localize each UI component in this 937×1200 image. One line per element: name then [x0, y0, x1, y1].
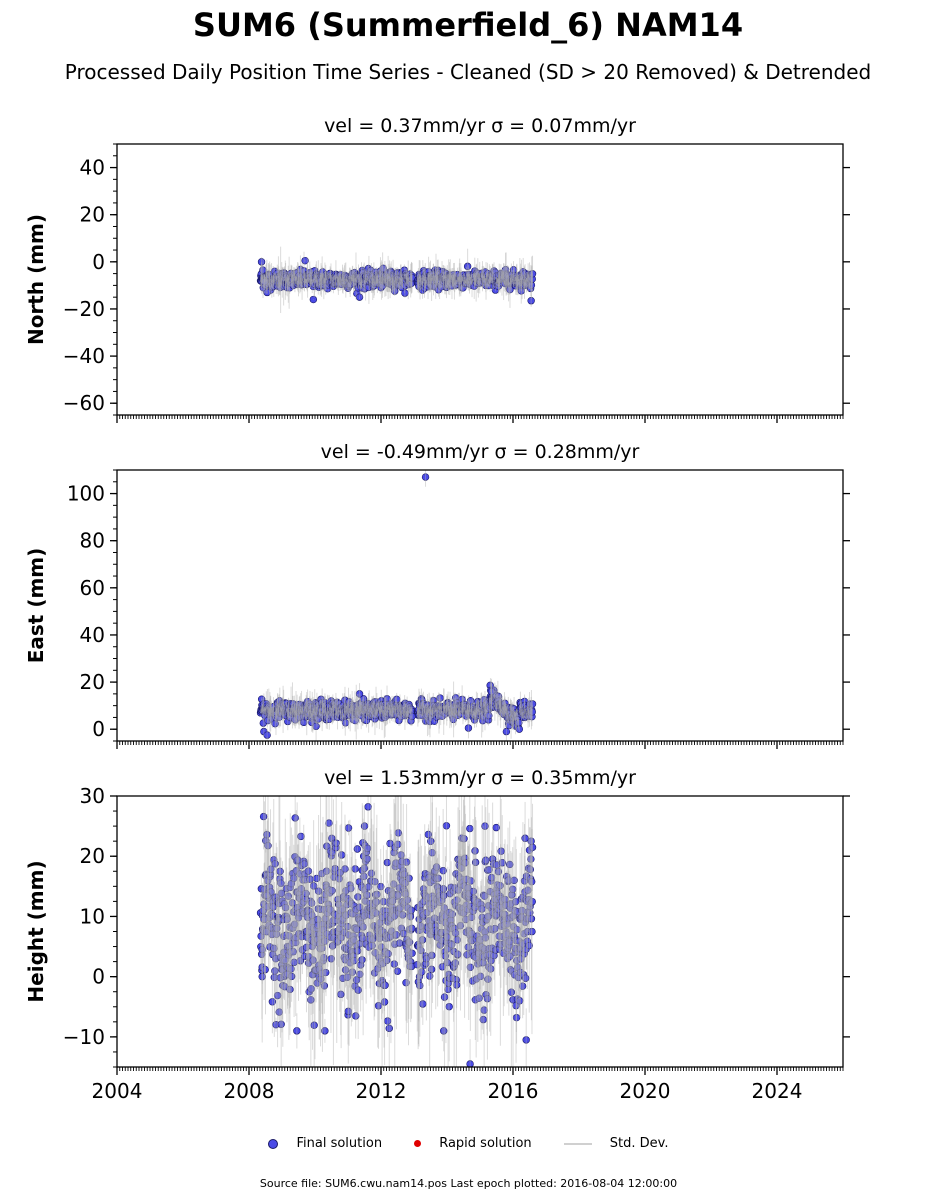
data-series — [256, 256, 537, 305]
panel-2: vel = -0.49mm/yr σ = 0.28mm/yr East (mm) 1… — [24, 441, 850, 749]
panel-3: vel = 1.53mm/yr σ = 0.35mm/yr Height (mm)… — [24, 767, 850, 1103]
y-tick-label: −20 — [63, 297, 105, 321]
panel-title: vel = -0.49mm/yr σ = 0.28mm/yr — [321, 441, 640, 463]
y-axis-label: North (mm) — [24, 214, 48, 345]
y-tick-label: 60 — [80, 576, 105, 600]
data-point — [257, 258, 266, 266]
chart-area: SUM6 (Summerfield_6) NAM14 Processed Dai… — [24, 6, 871, 1103]
y-tick-label: 80 — [80, 529, 105, 553]
data-point — [401, 289, 409, 297]
std-dev-bars — [260, 246, 534, 313]
data-point — [528, 270, 537, 278]
data-series — [256, 473, 537, 739]
data-point — [391, 287, 399, 295]
data-point — [309, 295, 318, 304]
std-dev-bars — [260, 470, 534, 741]
y-tick-label: 100 — [67, 482, 105, 506]
chart-title: SUM6 (Summerfield_6) NAM14 — [193, 6, 743, 44]
y-tick-label: 40 — [80, 156, 105, 180]
y-tick-label: −40 — [63, 344, 105, 368]
data-point — [355, 293, 364, 301]
y-tick-label: 20 — [80, 670, 105, 694]
panel-1: vel = 0.37mm/yr σ = 0.07mm/yr North (mm) 4… — [24, 115, 850, 423]
data-point — [301, 256, 309, 265]
data-point — [260, 278, 269, 286]
data-point — [527, 297, 535, 305]
y-tick-label: 40 — [80, 623, 105, 647]
data-point — [259, 266, 267, 274]
y-tick-label: 0 — [92, 250, 105, 274]
panel-title: vel = 1.53mm/yr σ = 0.35mm/yr — [324, 767, 636, 789]
data-point — [263, 288, 271, 297]
data-point — [463, 262, 472, 271]
y-axis-label: Height (mm) — [24, 860, 48, 1002]
y-tick-label: 20 — [80, 203, 105, 227]
data-point — [379, 264, 387, 273]
panel-title: vel = 0.37mm/yr σ = 0.07mm/yr — [324, 115, 636, 137]
y-axis-label: East (mm) — [24, 548, 48, 664]
chart-subtitle: Processed Daily Position Time Series - C… — [65, 60, 871, 84]
y-tick-label: −60 — [63, 391, 105, 415]
y-tick-label: 0 — [92, 717, 105, 741]
